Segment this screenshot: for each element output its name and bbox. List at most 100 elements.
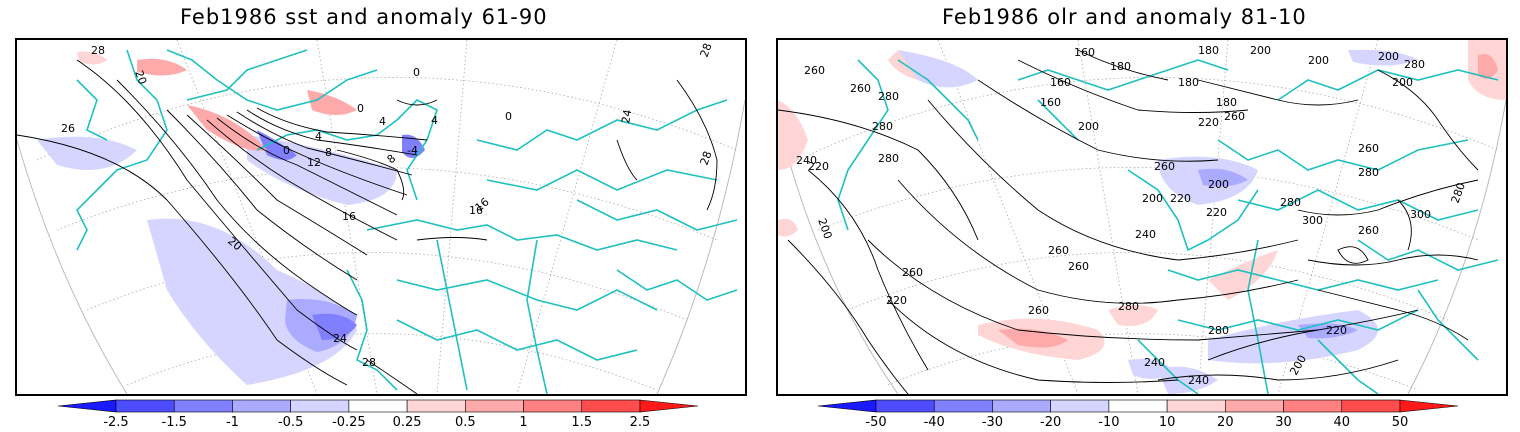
positive-anomaly-area	[778, 218, 798, 237]
olr-contours	[778, 49, 1479, 394]
contour-label: 0	[505, 110, 512, 123]
colorbar-tick-label: -1.5	[162, 415, 187, 430]
positive-anomaly-area	[137, 58, 187, 76]
contour-label: 4	[315, 130, 322, 143]
colorbar-swatch	[406, 399, 466, 413]
contour-label: 280	[1404, 58, 1425, 71]
contour-label: 28	[91, 44, 105, 57]
colorbar-swatch	[348, 399, 408, 413]
colorbar-tick-label: 0.25	[393, 415, 422, 430]
colorbar-tick-label: 50	[1392, 415, 1409, 430]
colorbar-swatch	[232, 399, 291, 413]
colorbar-min-arrow	[817, 399, 877, 413]
sst-contour-labels: 28 20 26 0 4 8 12 16 20 24 28 0 4 8 4 0 …	[61, 41, 715, 369]
contour-label: 160	[1040, 96, 1061, 109]
left-map-title: Feb1986 sst and anomaly 61-90	[180, 5, 548, 29]
contour-label: 280	[1358, 166, 1379, 179]
positive-anomaly-area	[307, 90, 357, 115]
colorbar-swatch	[1341, 399, 1401, 413]
olr-map-panel: 260 260 280 280 280 240 220 200 160 160 …	[776, 38, 1508, 396]
contour-label: 4	[431, 114, 438, 127]
contour-label: 0	[413, 66, 420, 79]
contour-label: 260	[1224, 110, 1245, 123]
colorbar-tick-label: -2.5	[103, 415, 128, 430]
contour-label: 200	[1392, 76, 1413, 89]
colorbar-min-arrow	[57, 399, 117, 413]
colorbar-swatch	[290, 399, 350, 413]
projection-boundary	[656, 99, 745, 394]
contour-label: 260	[1028, 304, 1049, 317]
colorbar-tick-label: -30	[982, 415, 1003, 430]
contour-label: -4	[407, 144, 418, 157]
colorbar-swatch	[1050, 399, 1110, 413]
colorbar-tick-label: 0.5	[455, 415, 476, 430]
contour-label: 280	[1449, 181, 1468, 205]
contour-label: 200	[1250, 44, 1271, 57]
contour-label: 4	[379, 115, 386, 128]
colorbar-max-arrow	[1399, 399, 1459, 413]
colorbar-tick-label: 1	[519, 415, 527, 430]
contour-label: 220	[1170, 192, 1191, 205]
sst-anomaly-colorbar: -2.5 -1.5 -1 -0.5 -0.25 0.25 0.5 1 1.5 2.5	[57, 399, 703, 432]
olr-map: 260 260 280 280 280 240 220 200 160 160 …	[778, 40, 1506, 394]
contour-label: 260	[1154, 160, 1175, 173]
contour-label: 160	[1050, 76, 1071, 89]
contour-label: 16	[469, 204, 483, 217]
contour-label: 220	[808, 160, 829, 173]
contour-label: 24	[619, 108, 634, 124]
colorbar-tick-label: -10	[1098, 415, 1119, 430]
contour-label: 12	[307, 156, 321, 169]
colorbar-tick-label: -0.25	[332, 415, 366, 430]
contour-label: 26	[61, 122, 75, 135]
positive-anomaly-area	[187, 105, 267, 151]
colorbar-tick-label: -0.5	[278, 415, 303, 430]
positive-anomaly-area	[1208, 250, 1278, 300]
contour-label: 180	[1216, 96, 1237, 109]
contour-label: 240	[796, 154, 817, 167]
graticule	[797, 40, 1499, 394]
contour-label: 200	[1208, 178, 1229, 191]
colorbar-swatch	[1225, 399, 1284, 413]
colorbar-swatch	[173, 399, 233, 413]
colorbar-swatch	[581, 399, 641, 413]
negative-anomaly-area	[1208, 310, 1378, 364]
contour-label: 8	[325, 146, 332, 159]
contour-label: 280	[1208, 324, 1229, 337]
negative-anomaly-area	[312, 313, 357, 340]
colorbar-tick-label: 2.5	[630, 415, 651, 430]
contour-label: 24	[333, 332, 347, 345]
colorbar-swatch	[1166, 399, 1226, 413]
contour-label: 8	[385, 152, 399, 166]
olr-anomaly-colorbar: -50 -40 -30 -20 -10 10 20 30 40 50	[817, 399, 1463, 432]
contour-label: 300	[1302, 214, 1323, 227]
olr-colorbar-svg: -50 -40 -30 -20 -10 10 20 30 40 50	[817, 399, 1459, 430]
negative-anomaly-area	[1198, 168, 1248, 187]
contour-label: 260	[1068, 260, 1089, 273]
contour-label: 260	[1358, 224, 1379, 237]
contour-label: 220	[1206, 206, 1227, 219]
contour-label: 20	[132, 69, 149, 87]
contour-label: 260	[902, 266, 923, 279]
positive-anomaly-area	[778, 100, 808, 170]
colorbar-tick-label: 40	[1334, 415, 1351, 430]
contour-label: 260	[1358, 142, 1379, 155]
sst-colorbar-svg: -2.5 -1.5 -1 -0.5 -0.25 0.25 0.5 1 1.5 2.5	[57, 399, 699, 430]
colorbar-swatch	[933, 399, 993, 413]
contour-label: 200	[1142, 192, 1163, 205]
positive-anomaly-area	[77, 51, 107, 65]
contour-label: 240	[1144, 356, 1165, 369]
colorbar-tick-label: -20	[1040, 415, 1061, 430]
sst-map: 28 20 26 0 4 8 12 16 20 24 28 0 4 8 4 0 …	[17, 40, 745, 394]
colorbar-swatch	[465, 399, 524, 413]
coastlines	[76, 49, 738, 394]
olr-contour-labels: 260 260 280 280 280 240 220 200 160 160 …	[796, 44, 1468, 387]
negative-anomaly-area	[1298, 323, 1358, 339]
colorbar-swatch	[115, 399, 175, 413]
contour-label: 28	[698, 41, 715, 59]
sst-contours	[17, 59, 718, 394]
colorbar-swatch	[1108, 399, 1168, 413]
contour-label: 16	[342, 210, 356, 223]
colorbar-tick-label: 1.5	[571, 415, 592, 430]
contour-label: 280	[872, 120, 893, 133]
colorbar-tick-label: 20	[1217, 415, 1234, 430]
